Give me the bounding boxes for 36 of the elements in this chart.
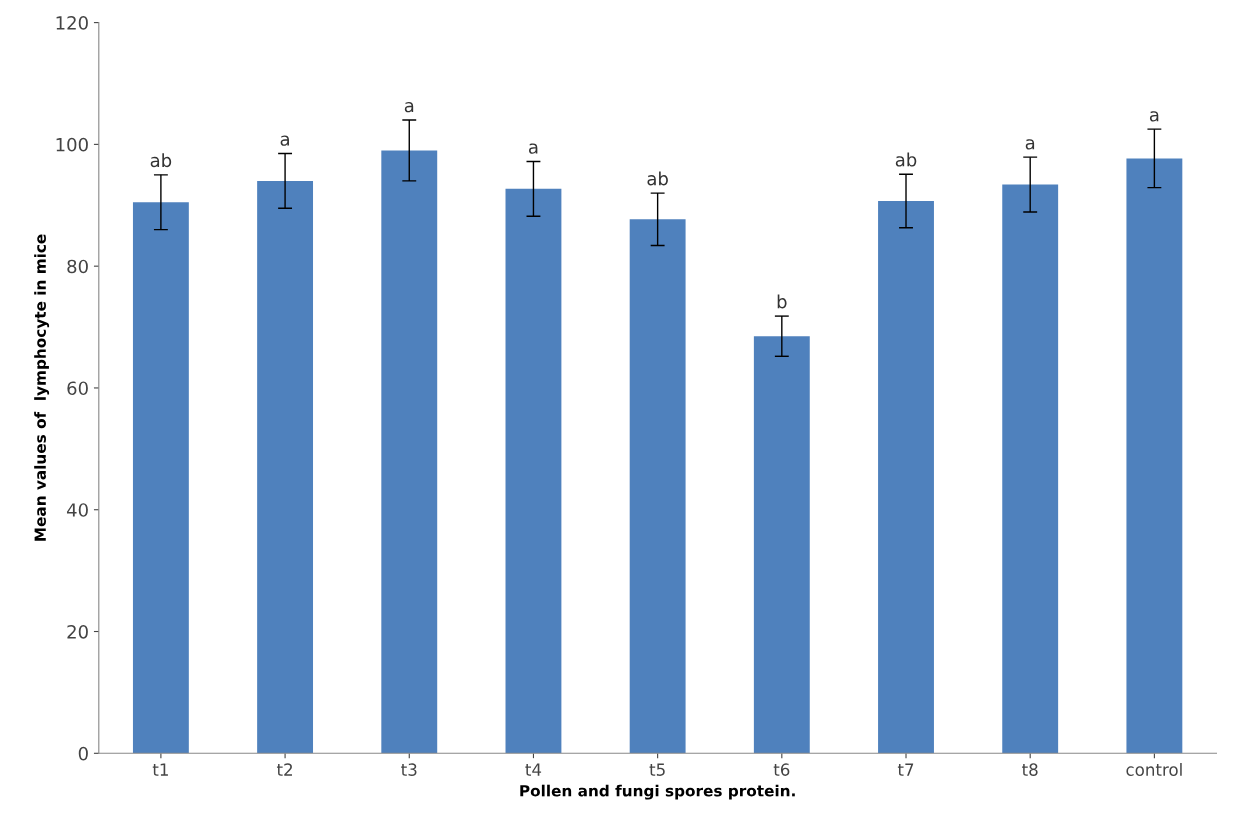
annotation: a bbox=[529, 143, 538, 154]
annotation: ab bbox=[150, 153, 172, 168]
bar bbox=[505, 188, 562, 754]
y-tick-label: 100 bbox=[56, 137, 88, 152]
bar bbox=[1002, 184, 1059, 754]
annotation: a bbox=[1025, 139, 1035, 150]
y-tick-label: 80 bbox=[67, 259, 88, 274]
x-tick-label: t2 bbox=[276, 763, 292, 776]
annotation: ab bbox=[895, 152, 917, 167]
y-tick-label: 120 bbox=[56, 16, 88, 30]
y-tick-label: 40 bbox=[66, 503, 88, 517]
x-tick-label: t1 bbox=[152, 763, 168, 776]
bar bbox=[1126, 158, 1183, 754]
annotation: a bbox=[1149, 111, 1159, 122]
bar bbox=[132, 202, 189, 754]
annotation: ab bbox=[647, 171, 668, 186]
y-tick-label: 20 bbox=[67, 624, 88, 639]
x-tick-label: t5 bbox=[649, 763, 665, 776]
x-tick-label: t7 bbox=[897, 763, 914, 776]
bar bbox=[753, 336, 810, 754]
annotation: b bbox=[777, 294, 787, 309]
y-tick-label: 60 bbox=[67, 381, 88, 396]
x-tick-label: t8 bbox=[1022, 763, 1038, 776]
annotation: a bbox=[404, 101, 414, 113]
annotation: a bbox=[280, 135, 289, 146]
x-tick-label: t4 bbox=[525, 763, 542, 776]
x-tick-label: control bbox=[1126, 763, 1182, 776]
y-axis-title: Mean values of lymphocyte in mice bbox=[34, 234, 50, 541]
y-tick-label: 0 bbox=[78, 746, 88, 761]
bar bbox=[878, 201, 934, 754]
bar bbox=[381, 150, 438, 754]
x-tick-label: t6 bbox=[773, 763, 790, 776]
x-axis-title: Pollen and fungi spores protein. bbox=[520, 784, 795, 800]
bar bbox=[629, 219, 686, 754]
bar bbox=[257, 180, 314, 754]
x-tick-label: t3 bbox=[401, 763, 417, 776]
